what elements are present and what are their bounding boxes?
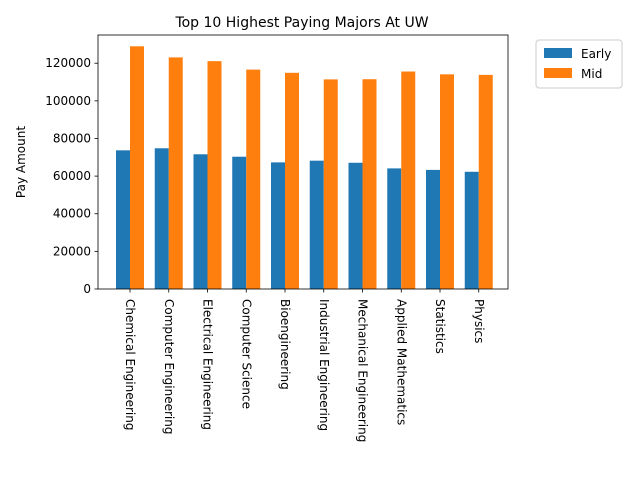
x-tick-label: Bioengineering (278, 299, 292, 390)
legend-label-mid: Mid (581, 67, 602, 81)
bar-mid-5 (285, 72, 299, 289)
chart-title: Top 10 Highest Paying Majors At UW (174, 15, 428, 31)
x-tick-label: Computer Engineering (162, 299, 176, 434)
bar-mid-6 (323, 79, 338, 290)
bar-mid-10 (478, 74, 493, 289)
x-tick-label: Industrial Engineering (317, 299, 331, 431)
bar-early-10 (464, 171, 479, 289)
bar-early-9 (426, 169, 440, 289)
bar-early-2 (154, 148, 169, 289)
y-tick-label: 60000 (53, 169, 91, 183)
plot-area (116, 46, 493, 290)
bar-early-4 (232, 156, 247, 289)
y-tick-label: 40000 (53, 207, 91, 221)
bar-mid-2 (168, 57, 183, 289)
axes: 0 20000 40000 60000 80000 100000 120000 Chemica… (14, 34, 509, 442)
y-tick-label: 0 (83, 282, 91, 296)
bar-early-3 (193, 154, 208, 289)
bar-early-6 (309, 160, 324, 289)
x-tick-label: Statistics (433, 299, 447, 354)
bar-early-7 (348, 162, 363, 289)
y-tick-label: 80000 (53, 131, 91, 145)
y-tick-label: 120000 (45, 56, 91, 70)
x-tick-label: Mechanical Engineering (356, 299, 370, 442)
bar-mid-7 (362, 79, 377, 289)
bar-mid-9 (440, 74, 454, 289)
x-tick-label: Applied Mathematics (394, 299, 408, 425)
bar-mid-4 (246, 69, 261, 289)
x-tick-label: Physics (472, 299, 486, 343)
bar-early-1 (116, 150, 130, 289)
bar-mid-1 (130, 46, 144, 290)
plot-frame (97, 34, 509, 290)
legend-swatch-mid (544, 68, 572, 78)
x-tick-label: Computer Science (239, 299, 253, 409)
bar-early-5 (271, 162, 285, 289)
y-tick-label: 100000 (45, 94, 91, 108)
x-tick-label: Chemical Engineering (123, 299, 137, 431)
bar-early-8 (387, 168, 402, 289)
x-tick-label: Electrical Engineering (201, 299, 215, 430)
bar-mid-8 (401, 71, 416, 290)
bar-mid-3 (207, 61, 222, 290)
y-axis-title: Pay Amount (14, 126, 28, 198)
legend: Early Mid (535, 39, 623, 89)
legend-label-early: Early (581, 47, 611, 61)
legend-swatch-early (544, 48, 572, 58)
y-tick-label: 20000 (53, 244, 91, 258)
